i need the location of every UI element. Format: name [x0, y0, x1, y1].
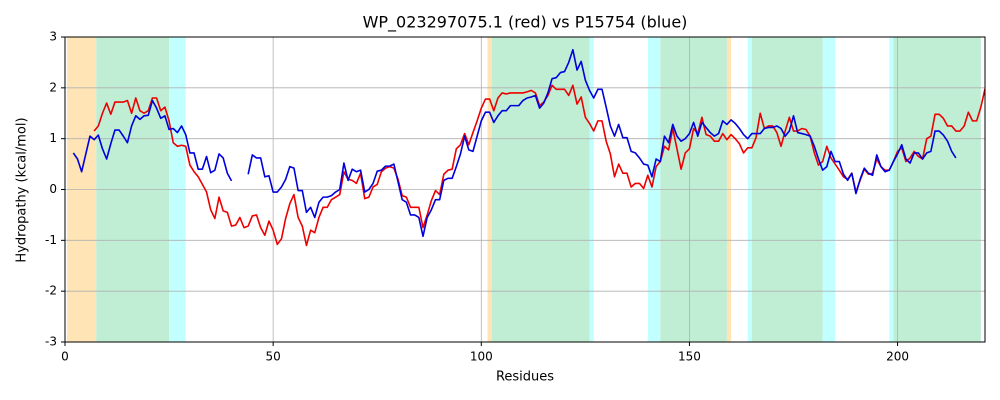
x-tick-label: 0: [61, 350, 69, 364]
series-line: [72, 48, 957, 238]
y-tick-label: 3: [49, 30, 57, 44]
x-tick-label: 200: [886, 350, 909, 364]
x-tick-label: 150: [678, 350, 701, 364]
x-tick-label: 100: [470, 350, 493, 364]
chart-title: WP_023297075.1 (red) vs P15754 (blue): [363, 13, 688, 33]
y-tick-label: 2: [49, 80, 57, 94]
y-tick-label: -3: [45, 335, 57, 349]
x-axis-label: Residues: [496, 370, 554, 385]
y-tick-label: -2: [45, 284, 57, 298]
y-tick-label: -1: [45, 233, 57, 247]
y-axis-label: Hydropathy (kcal/mol): [15, 117, 30, 262]
y-tick-label: 0: [49, 182, 57, 196]
y-tick-label: 1: [49, 131, 57, 145]
x-tick-label: 50: [266, 350, 281, 364]
plot-frame: [64, 36, 986, 343]
